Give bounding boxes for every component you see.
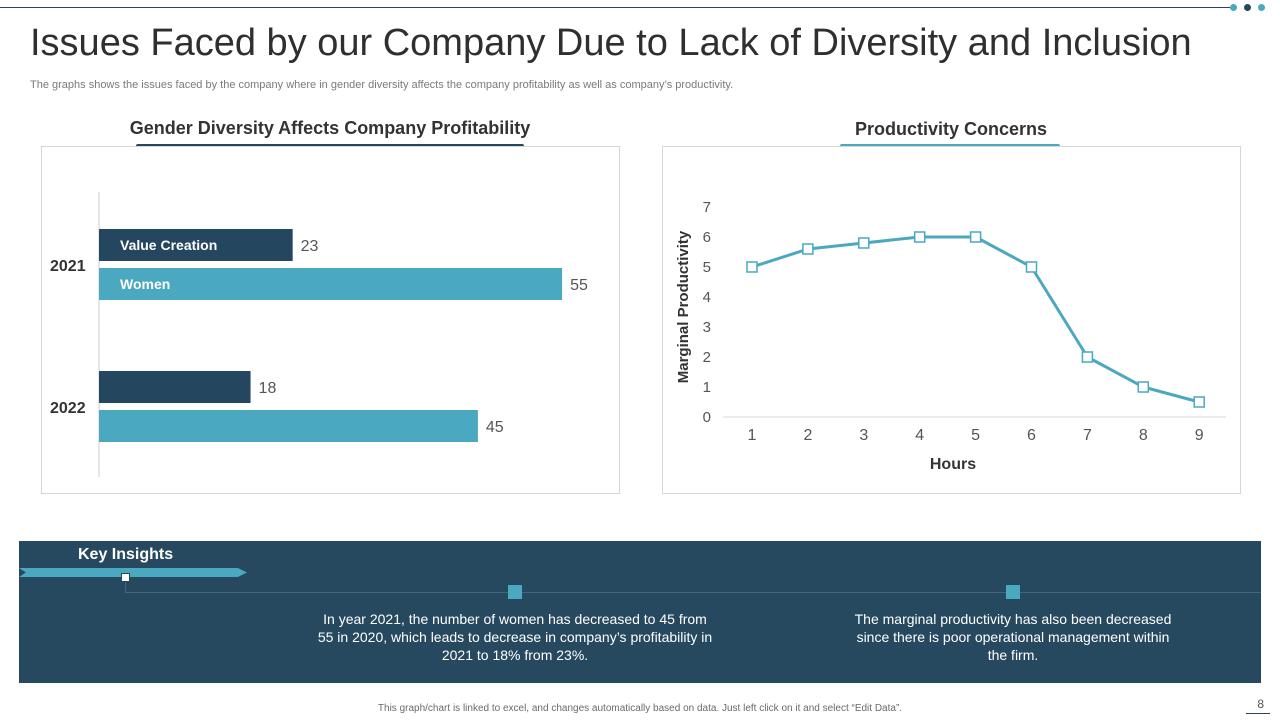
line-data-point bbox=[1193, 396, 1205, 408]
x-tick-label: 6 bbox=[1027, 427, 1036, 444]
page-title: Issues Faced by our Company Due to Lack … bbox=[30, 22, 1192, 64]
bar-women-2021 bbox=[99, 268, 563, 300]
footer-note: This graph/chart is linked to excel, and… bbox=[377, 703, 903, 714]
x-axis-title: Hours bbox=[930, 456, 976, 473]
insights-arrow-bar bbox=[19, 568, 247, 577]
decoration-dot bbox=[1244, 4, 1251, 11]
timeline-marker-2 bbox=[1006, 585, 1020, 599]
productivity-line bbox=[751, 235, 1200, 404]
x-tick-label: 8 bbox=[1139, 427, 1148, 444]
bar-category-label: 2021 bbox=[50, 258, 86, 275]
bar-value-creation-2022 bbox=[99, 371, 251, 403]
line-chart-title: Productivity Concerns bbox=[854, 119, 1048, 139]
x-tick-label: 5 bbox=[971, 427, 980, 444]
bar-value-label: 23 bbox=[301, 238, 319, 255]
x-tick-label: 4 bbox=[915, 427, 924, 444]
y-tick-label: 4 bbox=[703, 289, 711, 306]
line-data-point bbox=[858, 237, 870, 249]
bar-value-label: 18 bbox=[259, 380, 277, 397]
y-tick-label: 7 bbox=[703, 199, 711, 216]
decoration-dot bbox=[1258, 4, 1265, 11]
line-data-point bbox=[802, 243, 814, 255]
y-tick-label: 5 bbox=[703, 259, 711, 276]
line-data-point bbox=[1137, 381, 1150, 393]
timeline-start-marker bbox=[121, 573, 130, 582]
page-number: 8 bbox=[1257, 697, 1264, 711]
timeline-connector bbox=[125, 577, 126, 593]
page-number-underline bbox=[1246, 713, 1270, 714]
timeline-marker-1 bbox=[508, 585, 522, 599]
x-tick-label: 9 bbox=[1195, 427, 1204, 444]
line-chart-panel[interactable]: 0 1 2 3 4 5 6 7 1 2 3 4 5 6 7 8 9 Hours Marginal Productiv… bbox=[662, 146, 1241, 494]
slide-decoration-dots bbox=[1230, 4, 1266, 12]
bar-chart[interactable]: 2021 23 Value Creation 55 Women 2022 18 45 bbox=[42, 147, 619, 493]
decoration-dot bbox=[1230, 4, 1237, 11]
x-tick-label: 1 bbox=[748, 427, 757, 444]
y-tick-label: 0 bbox=[703, 409, 711, 426]
insight-text-1: In year 2021, the number of women has de… bbox=[317, 611, 713, 663]
bar-chart-title: Gender Diversity Affects Company Profita… bbox=[129, 118, 531, 138]
line-data-point bbox=[913, 231, 926, 243]
line-chart[interactable]: 0 1 2 3 4 5 6 7 1 2 3 4 5 6 7 8 9 Hours Marginal Productiv… bbox=[663, 147, 1240, 493]
line-data-point bbox=[1025, 261, 1038, 273]
key-insights-panel: Key Insights In year 2021, the number of… bbox=[19, 541, 1261, 683]
line-data-point bbox=[969, 231, 982, 243]
y-tick-label: 3 bbox=[703, 319, 711, 336]
y-tick-label: 6 bbox=[703, 229, 711, 246]
bar-series-label: Value Creation bbox=[120, 237, 217, 253]
x-tick-label: 7 bbox=[1083, 427, 1092, 444]
line-data-point bbox=[746, 261, 758, 273]
page-subtitle: The graphs shows the issues faced by the… bbox=[30, 79, 734, 91]
key-insights-title: Key Insights bbox=[78, 546, 174, 563]
bar-value-creation-2021 bbox=[99, 229, 293, 261]
x-tick-label: 2 bbox=[803, 427, 812, 444]
line-data-point bbox=[1081, 351, 1094, 363]
y-tick-label: 2 bbox=[703, 349, 711, 366]
bar-chart-panel[interactable]: 2021 23 Value Creation 55 Women 2022 18 45 bbox=[41, 146, 620, 494]
bar-women-2022 bbox=[99, 410, 478, 442]
bar-value-label: 55 bbox=[570, 277, 588, 294]
y-tick-label: 1 bbox=[703, 379, 711, 396]
insights-timeline bbox=[125, 592, 1261, 593]
bar-series-label: Women bbox=[120, 276, 170, 292]
bar-value-label: 45 bbox=[486, 419, 504, 436]
top-rule bbox=[0, 7, 1230, 8]
insight-text-2: The marginal productivity has also been … bbox=[854, 611, 1172, 663]
y-axis-title: Marginal Productivity bbox=[675, 230, 692, 383]
x-tick-label: 3 bbox=[859, 427, 868, 444]
bar-category-label: 2022 bbox=[50, 400, 86, 417]
